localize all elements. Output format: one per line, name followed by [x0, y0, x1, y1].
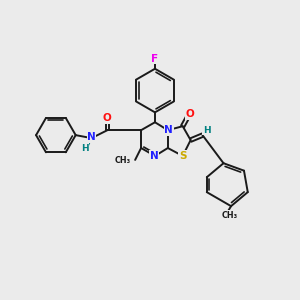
Text: O: O	[185, 109, 194, 119]
Text: N: N	[87, 132, 96, 142]
Text: S: S	[179, 151, 186, 161]
Text: O: O	[102, 113, 111, 123]
Text: CH₃: CH₃	[115, 156, 131, 165]
Text: CH₃: CH₃	[221, 211, 237, 220]
Text: N: N	[164, 125, 173, 135]
Text: H: H	[203, 126, 210, 135]
Text: F: F	[152, 54, 158, 64]
Text: H: H	[81, 143, 88, 152]
Text: N: N	[150, 151, 158, 161]
